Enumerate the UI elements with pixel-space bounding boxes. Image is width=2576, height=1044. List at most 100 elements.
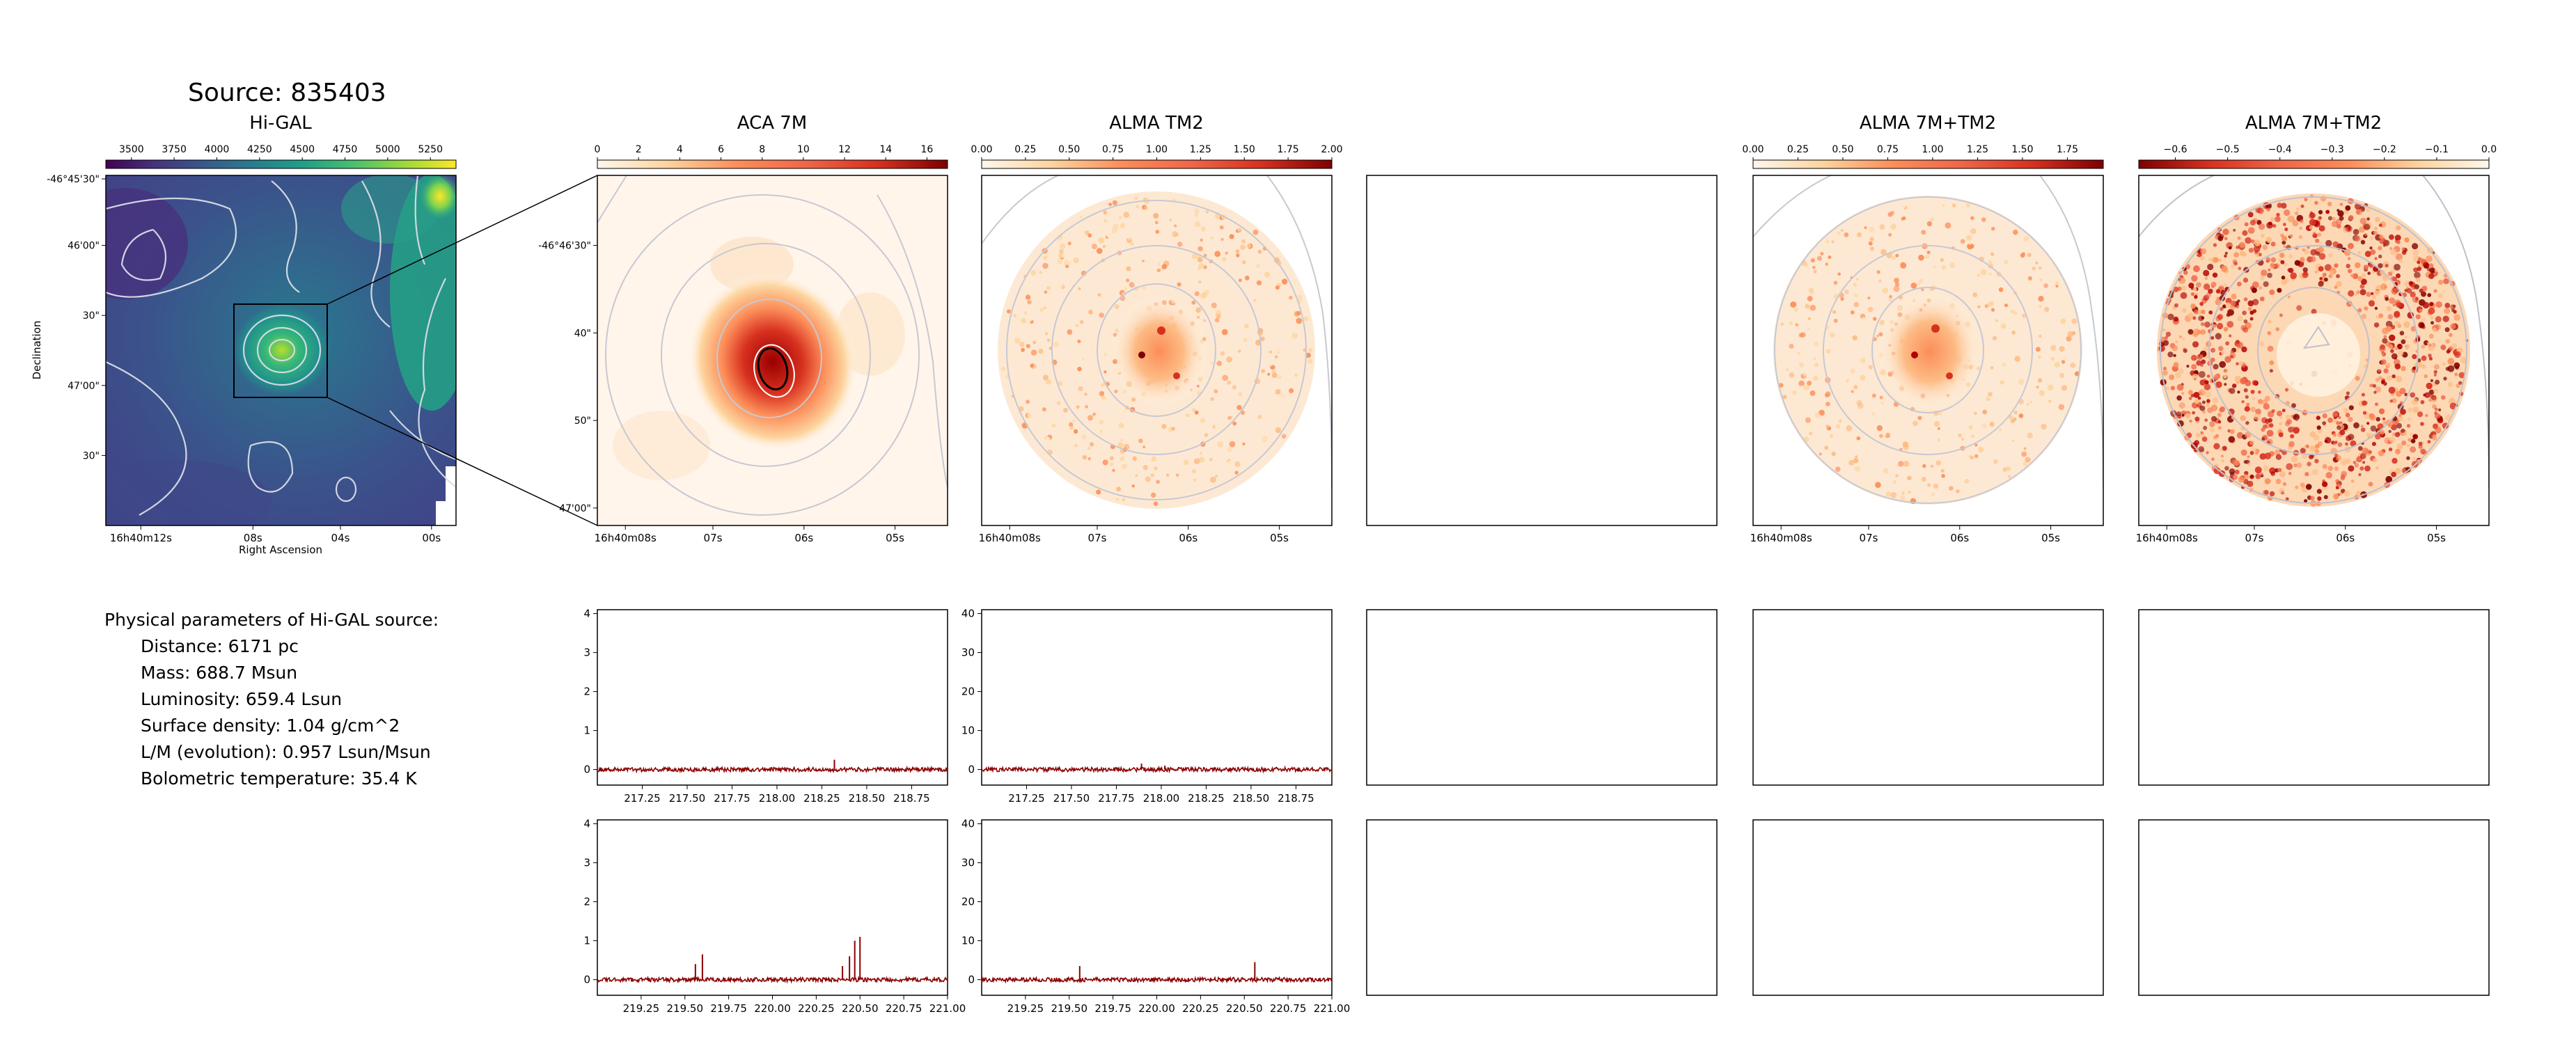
noise-speckle — [1960, 239, 1965, 244]
noise-speckle — [1201, 264, 1205, 268]
noise-speckle — [2261, 437, 2265, 441]
noise-speckle — [1183, 459, 1189, 466]
noise-speckle — [2173, 286, 2179, 292]
spectrum-y-tick-label: 1 — [583, 725, 590, 737]
noise-speckle — [2050, 356, 2055, 361]
colorbar-tick-label: 2.00 — [1321, 144, 1342, 155]
noise-speckle — [1030, 270, 1037, 276]
noise-speckle — [1079, 248, 1083, 253]
noise-speckle — [1112, 200, 1118, 206]
noise-speckle — [2181, 337, 2185, 341]
noise-speckle — [1210, 290, 1216, 295]
noise-speckle — [2397, 344, 2401, 348]
noise-speckle — [2378, 313, 2384, 319]
noise-speckle — [2427, 440, 2431, 444]
noise-speckle — [2406, 288, 2412, 294]
noise-speckle — [1131, 292, 1136, 298]
noise-speckle — [2396, 273, 2401, 278]
noise-speckle — [2252, 299, 2259, 306]
noise-speckle — [2348, 465, 2355, 472]
noise-speckle — [2010, 309, 2015, 314]
noise-speckle — [2260, 276, 2265, 280]
spectrum-x-tick-label: 218.25 — [803, 792, 840, 805]
noise-speckle — [1222, 374, 1229, 381]
noise-speckle — [2437, 417, 2444, 424]
noise-speckle — [2201, 359, 2206, 365]
empty-spectrum-panel — [1366, 819, 1718, 996]
noise-speckle — [2223, 374, 2227, 379]
noise-speckle — [1937, 427, 1940, 430]
noise-speckle — [2281, 203, 2287, 209]
colorbar-tick-label: 0.50 — [1832, 144, 1853, 155]
noise-speckle — [1966, 203, 1971, 208]
axes-frame-combined-neg — [2138, 175, 2490, 526]
noise-speckle — [2375, 466, 2380, 470]
noise-speckle — [1956, 489, 1960, 493]
noise-speckle — [1193, 304, 1197, 309]
noise-speckle — [1135, 474, 1138, 477]
noise-speckle — [1933, 421, 1940, 427]
noise-speckle — [1919, 224, 1923, 228]
noise-speckle — [2428, 356, 2433, 361]
noise-speckle — [2300, 204, 2304, 208]
noise-speckle — [2058, 404, 2065, 411]
noise-speckle — [1220, 237, 1224, 242]
noise-speckle — [1174, 224, 1177, 228]
noise-speckle — [1042, 262, 1049, 269]
noise-speckle — [2319, 277, 2323, 280]
noise-speckle — [1816, 280, 1820, 285]
noise-speckle — [1797, 351, 1800, 355]
noise-speckle — [1094, 368, 1099, 374]
noise-speckle — [2263, 281, 2269, 287]
noise-speckle — [2371, 292, 2374, 295]
noise-speckle — [2367, 271, 2371, 276]
noise-speckle — [2061, 360, 2066, 364]
noise-speckle — [1951, 203, 1956, 207]
colorbar-combined — [1752, 159, 2104, 169]
noise-speckle — [1227, 380, 1232, 385]
noise-speckle — [2213, 467, 2221, 475]
colorbar-tick-label: 0.25 — [1014, 144, 1036, 155]
noise-speckle — [1814, 341, 1819, 346]
noise-speckle — [2240, 415, 2246, 421]
noise-speckle — [2230, 300, 2236, 306]
noise-speckle — [2406, 344, 2411, 349]
noise-speckle — [1042, 407, 1046, 412]
y-tick-label: 40" — [574, 328, 591, 339]
noise-speckle — [2322, 421, 2327, 425]
noise-speckle — [2430, 379, 2433, 383]
noise-speckle — [1824, 268, 1830, 274]
noise-speckle — [1993, 242, 1997, 246]
noise-speckle — [2232, 474, 2238, 480]
noise-speckle — [1121, 410, 1127, 416]
noise-speckle — [2360, 427, 2366, 432]
spectrum-y-tick-label: 10 — [961, 725, 975, 737]
noise-speckle — [1972, 292, 1978, 298]
noise-speckle — [2394, 310, 2401, 317]
y-tick-label: 30" — [83, 310, 100, 322]
noise-speckle — [1191, 253, 1198, 260]
noise-speckle — [1789, 308, 1796, 315]
noise-speckle — [1882, 287, 1889, 294]
noise-speckle — [1227, 416, 1232, 420]
noise-speckle — [1894, 278, 1899, 283]
noise-speckle — [2415, 314, 2421, 319]
noise-speckle — [2302, 248, 2306, 252]
noise-speckle — [1775, 360, 1781, 366]
x-tick-label: 07s — [2245, 532, 2264, 544]
noise-speckle — [1120, 283, 1126, 290]
noise-speckle — [1236, 404, 1242, 411]
noise-speckle — [1145, 476, 1151, 482]
noise-speckle — [2251, 239, 2255, 244]
spectrum-y-tick-label: 0 — [583, 764, 590, 776]
noise-speckle — [1275, 273, 1280, 278]
noise-speckle — [1958, 433, 1962, 438]
noise-speckle — [2336, 274, 2340, 278]
noise-speckle — [2373, 230, 2378, 235]
noise-speckle — [2441, 395, 2446, 400]
noise-speckle — [1883, 431, 1887, 436]
noise-speckle — [2269, 423, 2274, 428]
noise-speckle — [1220, 351, 1225, 356]
noise-speckle — [1096, 489, 1101, 495]
colorbar-tick-label: −0.4 — [2268, 144, 2292, 155]
